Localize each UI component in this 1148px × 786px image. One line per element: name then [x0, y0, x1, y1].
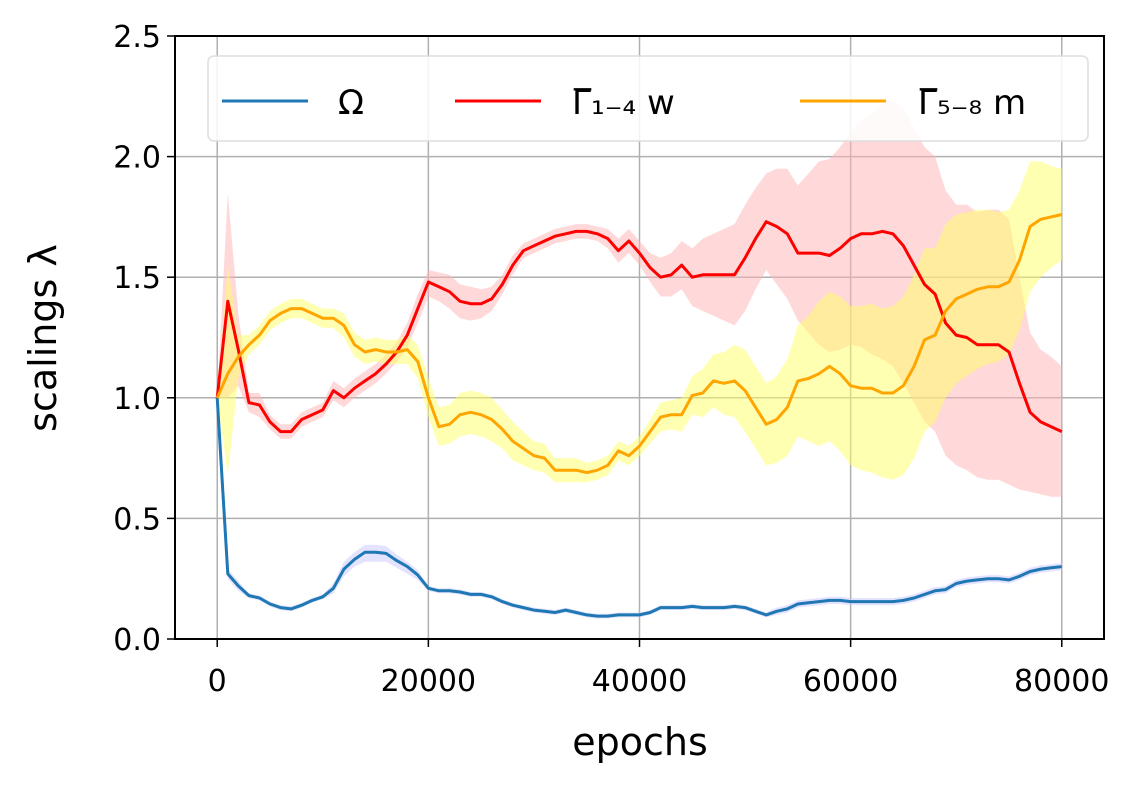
series-line-gamma-1-4 — [215, 220, 1063, 434]
axis-ticks: 0 20000 40000 60000 80000 0.0 0.5 1.0 1.5 2.0 2.5 — [113, 20, 1109, 699]
y-axis-label: scalings λ — [21, 244, 65, 432]
series-line-omega — [215, 397, 1062, 618]
legend-label-gamma-5-8: Γ̅₅₋₈ m — [918, 83, 1026, 123]
series-line-gamma-5-8 — [215, 213, 1063, 475]
x-tick-label: 20000 — [381, 664, 476, 699]
x-tick-label: 60000 — [803, 664, 898, 699]
x-tick-label: 0 — [208, 664, 227, 699]
y-tick-label: 0.5 — [113, 502, 161, 537]
band-gamma-1-4 — [217, 101, 1062, 497]
y-tick-label: 1.0 — [113, 382, 161, 417]
y-tick-label: 2.0 — [113, 141, 161, 176]
series-lines — [215, 213, 1063, 618]
x-tick-label: 80000 — [1014, 664, 1109, 699]
x-tick-label: 40000 — [592, 664, 687, 699]
legend-label-omega: Ω — [338, 83, 364, 123]
legend-label-gamma-1-4: Γ̅₁₋₄ w — [572, 83, 675, 123]
x-axis-label: epochs — [572, 720, 708, 764]
y-tick-label: 1.5 — [113, 261, 161, 296]
y-tick-label: 0.0 — [113, 623, 161, 658]
legend: Ω Γ̅₁₋₄ w Γ̅₅₋₈ m — [207, 55, 1089, 142]
y-tick-label: 2.5 — [113, 20, 161, 55]
legend-box — [207, 55, 1089, 142]
